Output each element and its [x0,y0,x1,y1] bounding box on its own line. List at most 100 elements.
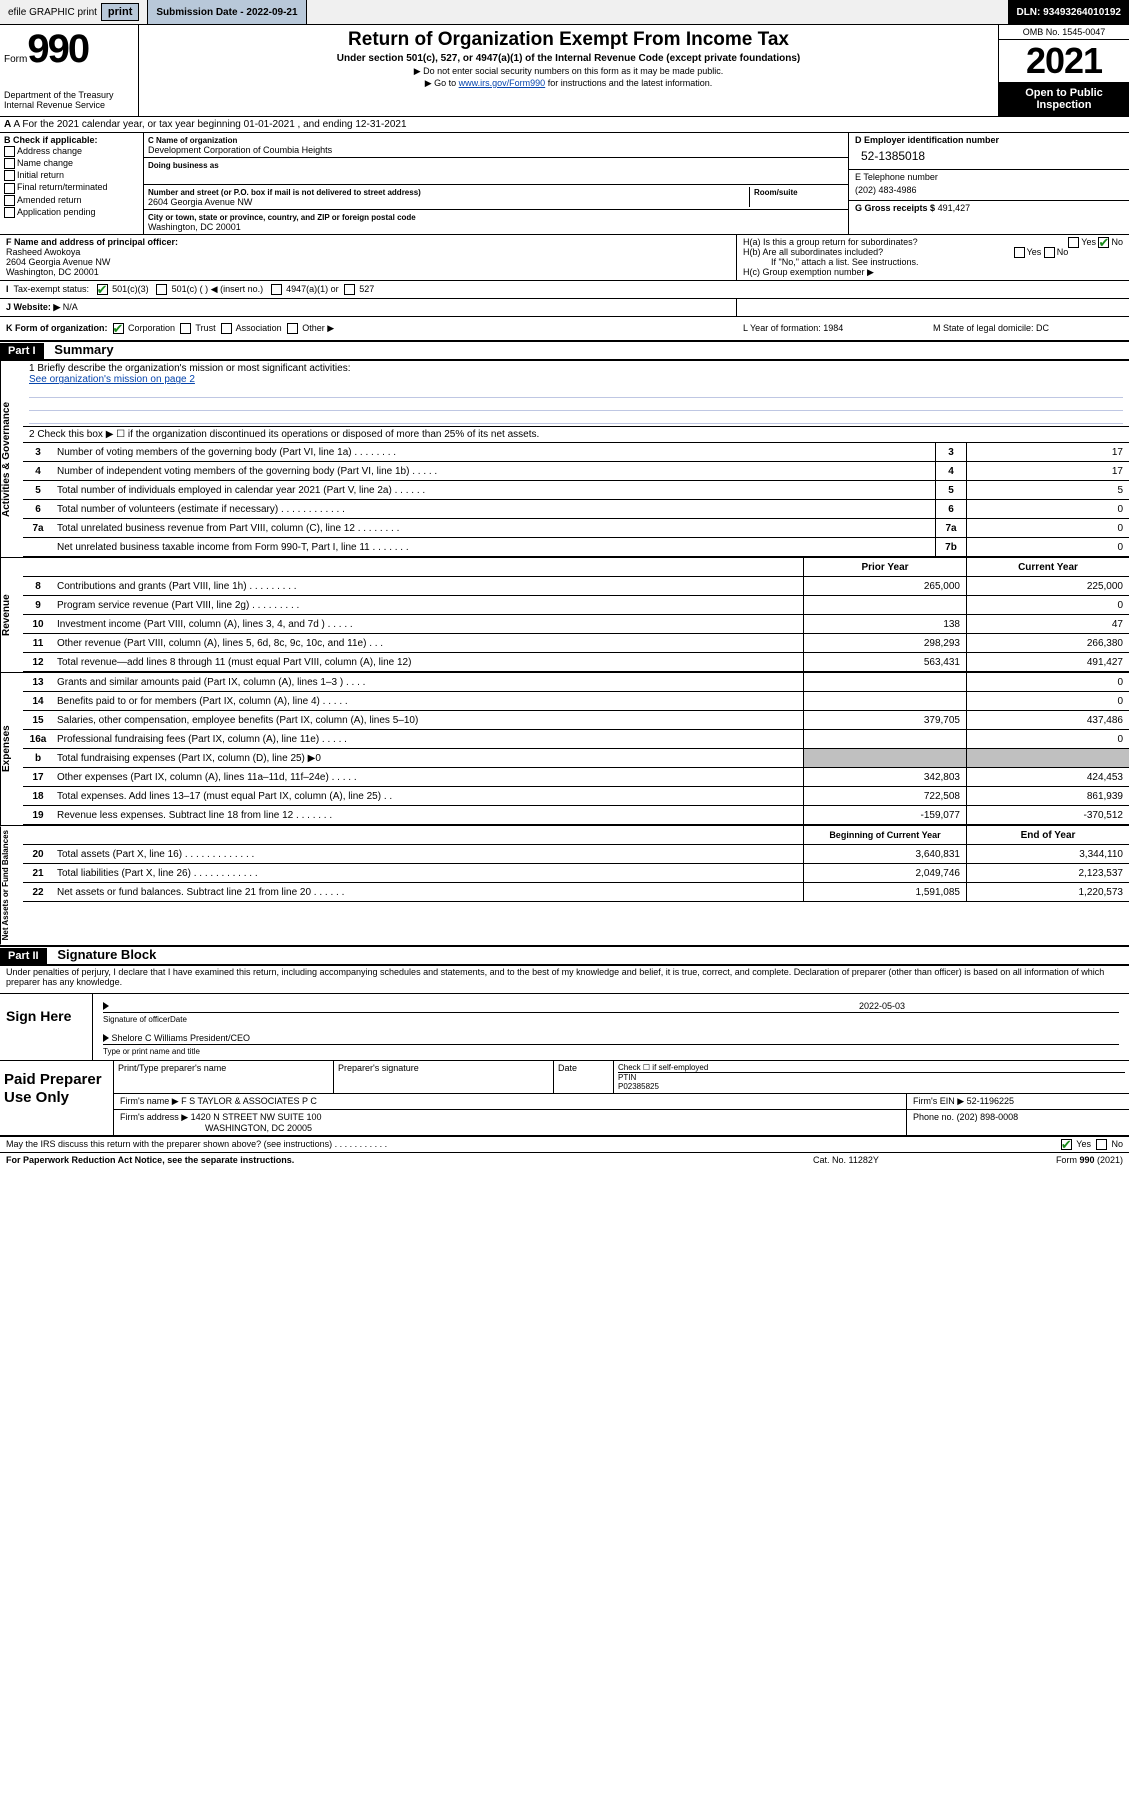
part-ii-header: Part II Signature Block [0,947,1129,966]
chk-final[interactable] [4,183,15,194]
street-address: 2604 Georgia Avenue NW [148,197,252,207]
year-formation: L Year of formation: 1984 [743,323,933,334]
website-row: J Website: ▶ N/A [0,299,1129,317]
tax-year: 2021 [999,40,1129,82]
g-label: G Gross receipts $ [855,203,935,213]
ha-no[interactable] [1098,237,1109,248]
dln: DLN: 93493264010192 [1008,0,1129,24]
summary-line: bTotal fundraising expenses (Part IX, co… [23,749,1129,768]
chk-trust[interactable] [180,323,191,334]
summary-line: 5Total number of individuals employed in… [23,481,1129,500]
org-info-section: B Check if applicable: Address change Na… [0,133,1129,235]
summary-line: 8Contributions and grants (Part VIII, li… [23,577,1129,596]
open-inspection: Open to Public Inspection [999,82,1129,116]
discuss-yes[interactable] [1061,1139,1072,1150]
submission-date: Submission Date - 2022-09-21 [148,0,306,24]
summary-line: 14Benefits paid to or for members (Part … [23,692,1129,711]
addr-label: Number and street (or P.O. box if mail i… [148,188,421,197]
chk-corp[interactable] [113,323,124,334]
summary-line: 10Investment income (Part VIII, column (… [23,615,1129,634]
chk-address[interactable] [4,146,15,157]
na-header-row: Beginning of Current Year End of Year [23,826,1129,845]
irs-label: Internal Revenue Service [4,100,134,110]
mission-question: 1 Briefly describe the organization's mi… [23,361,1129,427]
dept-treasury: Department of the Treasury [4,90,134,100]
ein-value: 52-1385018 [855,145,1123,167]
chk-pending[interactable] [4,207,15,218]
chk-name[interactable] [4,158,15,169]
chk-assoc[interactable] [221,323,232,334]
form-org-row: K Form of organization: Corporation Trus… [0,317,1129,342]
paid-preparer-section: Paid Preparer Use Only Print/Type prepar… [0,1061,1129,1137]
hb-label: H(b) Are all subordinates included? [743,247,883,257]
chk-527[interactable] [344,284,355,295]
vtab-revenue: Revenue [0,558,23,672]
mission-link[interactable]: See organization's mission on page 2 [29,374,195,385]
ha-label: H(a) Is this a group return for subordin… [743,237,918,247]
summary-line: 13Grants and similar amounts paid (Part … [23,673,1129,692]
firm-name: F S TAYLOR & ASSOCIATES P C [181,1096,317,1106]
tax-exempt-row: I Tax-exempt status: 501(c)(3) 501(c) ( … [0,281,1129,299]
website-note: ▶ Go to www.irs.gov/Form990 for instruct… [143,78,994,89]
sign-here-section: Sign Here 2022-05-03 Signature of office… [0,994,1129,1061]
form-number: 990 [27,27,88,72]
form-subtitle: Under section 501(c), 527, or 4947(a)(1)… [143,53,994,64]
efile-cell: efile GRAPHIC print print [0,0,148,24]
summary-line: 11Other revenue (Part VIII, column (A), … [23,634,1129,653]
officer-group-section: F Name and address of principal officer:… [0,235,1129,281]
summary-line: 15Salaries, other compensation, employee… [23,711,1129,730]
efile-label: efile GRAPHIC print [8,7,97,18]
room-label: Room/suite [754,188,798,197]
rev-header-row: Prior Year Current Year [23,558,1129,577]
summary-line: 16aProfessional fundraising fees (Part I… [23,730,1129,749]
summary-line: 12Total revenue—add lines 8 through 11 (… [23,653,1129,672]
discuss-no[interactable] [1096,1139,1107,1150]
hc-label: H(c) Group exemption number ▶ [743,267,1123,278]
form-footer: Form 990 (2021) [993,1155,1123,1165]
phone-value: (202) 483-4986 [855,182,1123,198]
hb-note: If "No," attach a list. See instructions… [743,257,1123,267]
print-button[interactable]: print [101,3,139,21]
c-label: C Name of organization [148,136,237,145]
vtab-netassets: Net Assets or Fund Balances [0,826,23,944]
top-bar: efile GRAPHIC print print Submission Dat… [0,0,1129,25]
chk-4947[interactable] [271,284,282,295]
chk-initial[interactable] [4,170,15,181]
officer-signature: Shelore C Williams President/CEO [112,1033,251,1043]
paperwork-footer: For Paperwork Reduction Act Notice, see … [0,1153,1129,1167]
summary-line: 22Net assets or fund balances. Subtract … [23,883,1129,902]
firm-phone: (202) 898-0008 [957,1112,1019,1122]
ha-yes[interactable] [1068,237,1079,248]
d-label: D Employer identification number [855,135,999,145]
firm-ein: 52-1196225 [967,1096,1014,1106]
omb-number: OMB No. 1545-0047 [999,25,1129,40]
org-name: Development Corporation of Coumbia Heigh… [148,145,332,155]
officer-addr2: Washington, DC 20001 [6,267,99,277]
state-domicile: M State of legal domicile: DC [933,323,1123,334]
vtab-governance: Activities & Governance [0,361,23,557]
firm-addr2: WASHINGTON, DC 20005 [120,1123,312,1133]
perjury-declaration: Under penalties of perjury, I declare th… [0,966,1129,994]
chk-501c3[interactable] [97,284,108,295]
summary-line: 3Number of voting members of the governi… [23,443,1129,462]
prep-date-label: Date [554,1061,614,1094]
hb-yes[interactable] [1014,247,1025,258]
ptin-value: P02385825 [618,1082,659,1091]
city-state-zip: Washington, DC 20001 [148,222,241,232]
website-value: N/A [63,302,78,312]
cat-no: Cat. No. 11282Y [813,1155,993,1165]
part-i-header: Part I Summary [0,342,1129,361]
hb-no[interactable] [1044,247,1055,258]
prep-name-label: Print/Type preparer's name [114,1061,334,1094]
b-checkboxes: B Check if applicable: Address change Na… [0,133,144,234]
discuss-row: May the IRS discuss this return with the… [0,1137,1129,1153]
chk-amended[interactable] [4,195,15,206]
chk-other[interactable] [287,323,298,334]
firm-addr1: 1420 N STREET NW SUITE 100 [191,1112,322,1122]
summary-line: 17Other expenses (Part IX, column (A), l… [23,768,1129,787]
chk-501c[interactable] [156,284,167,295]
gross-receipts: 491,427 [938,203,971,213]
irs-link[interactable]: www.irs.gov/Form990 [459,78,546,88]
sig-date: 2022-05-03 [859,1001,1119,1011]
summary-line: 19Revenue less expenses. Subtract line 1… [23,806,1129,825]
